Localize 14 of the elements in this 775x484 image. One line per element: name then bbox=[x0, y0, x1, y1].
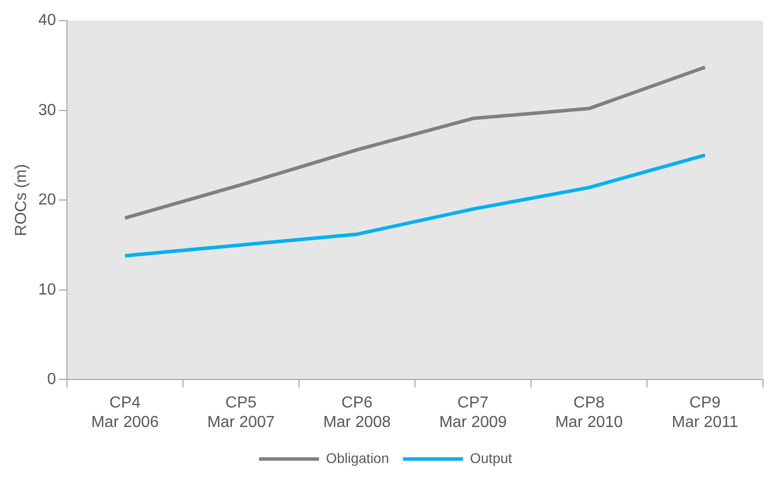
x-tick-label: CP7 Mar 2009 bbox=[439, 394, 507, 431]
y-tick-label: 10 bbox=[38, 281, 56, 298]
x-tick-label: CP6 Mar 2008 bbox=[323, 394, 391, 431]
x-tick-label: CP4 Mar 2006 bbox=[91, 394, 159, 431]
y-tick-label: 40 bbox=[38, 12, 56, 30]
x-tick-label: CP8 Mar 2010 bbox=[555, 394, 623, 431]
x-tick-label: CP9 Mar 2011 bbox=[672, 394, 738, 431]
y-tick-label: 30 bbox=[38, 102, 56, 119]
x-tick-label: CP5 Mar 2007 bbox=[207, 394, 275, 431]
y-axis-title: ROCs (m) bbox=[13, 164, 30, 236]
legend-label: Output bbox=[470, 450, 512, 466]
legend-label: Obligation bbox=[326, 450, 390, 466]
y-tick-label: 20 bbox=[38, 192, 56, 209]
y-tick-label: 0 bbox=[47, 371, 56, 388]
